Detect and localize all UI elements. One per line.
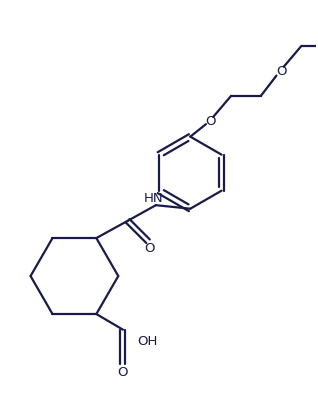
Text: O: O [205,114,215,127]
Text: O: O [276,65,287,78]
Text: HN: HN [143,191,163,204]
Text: OH: OH [137,334,157,347]
Text: O: O [118,366,128,379]
Text: O: O [144,241,155,254]
